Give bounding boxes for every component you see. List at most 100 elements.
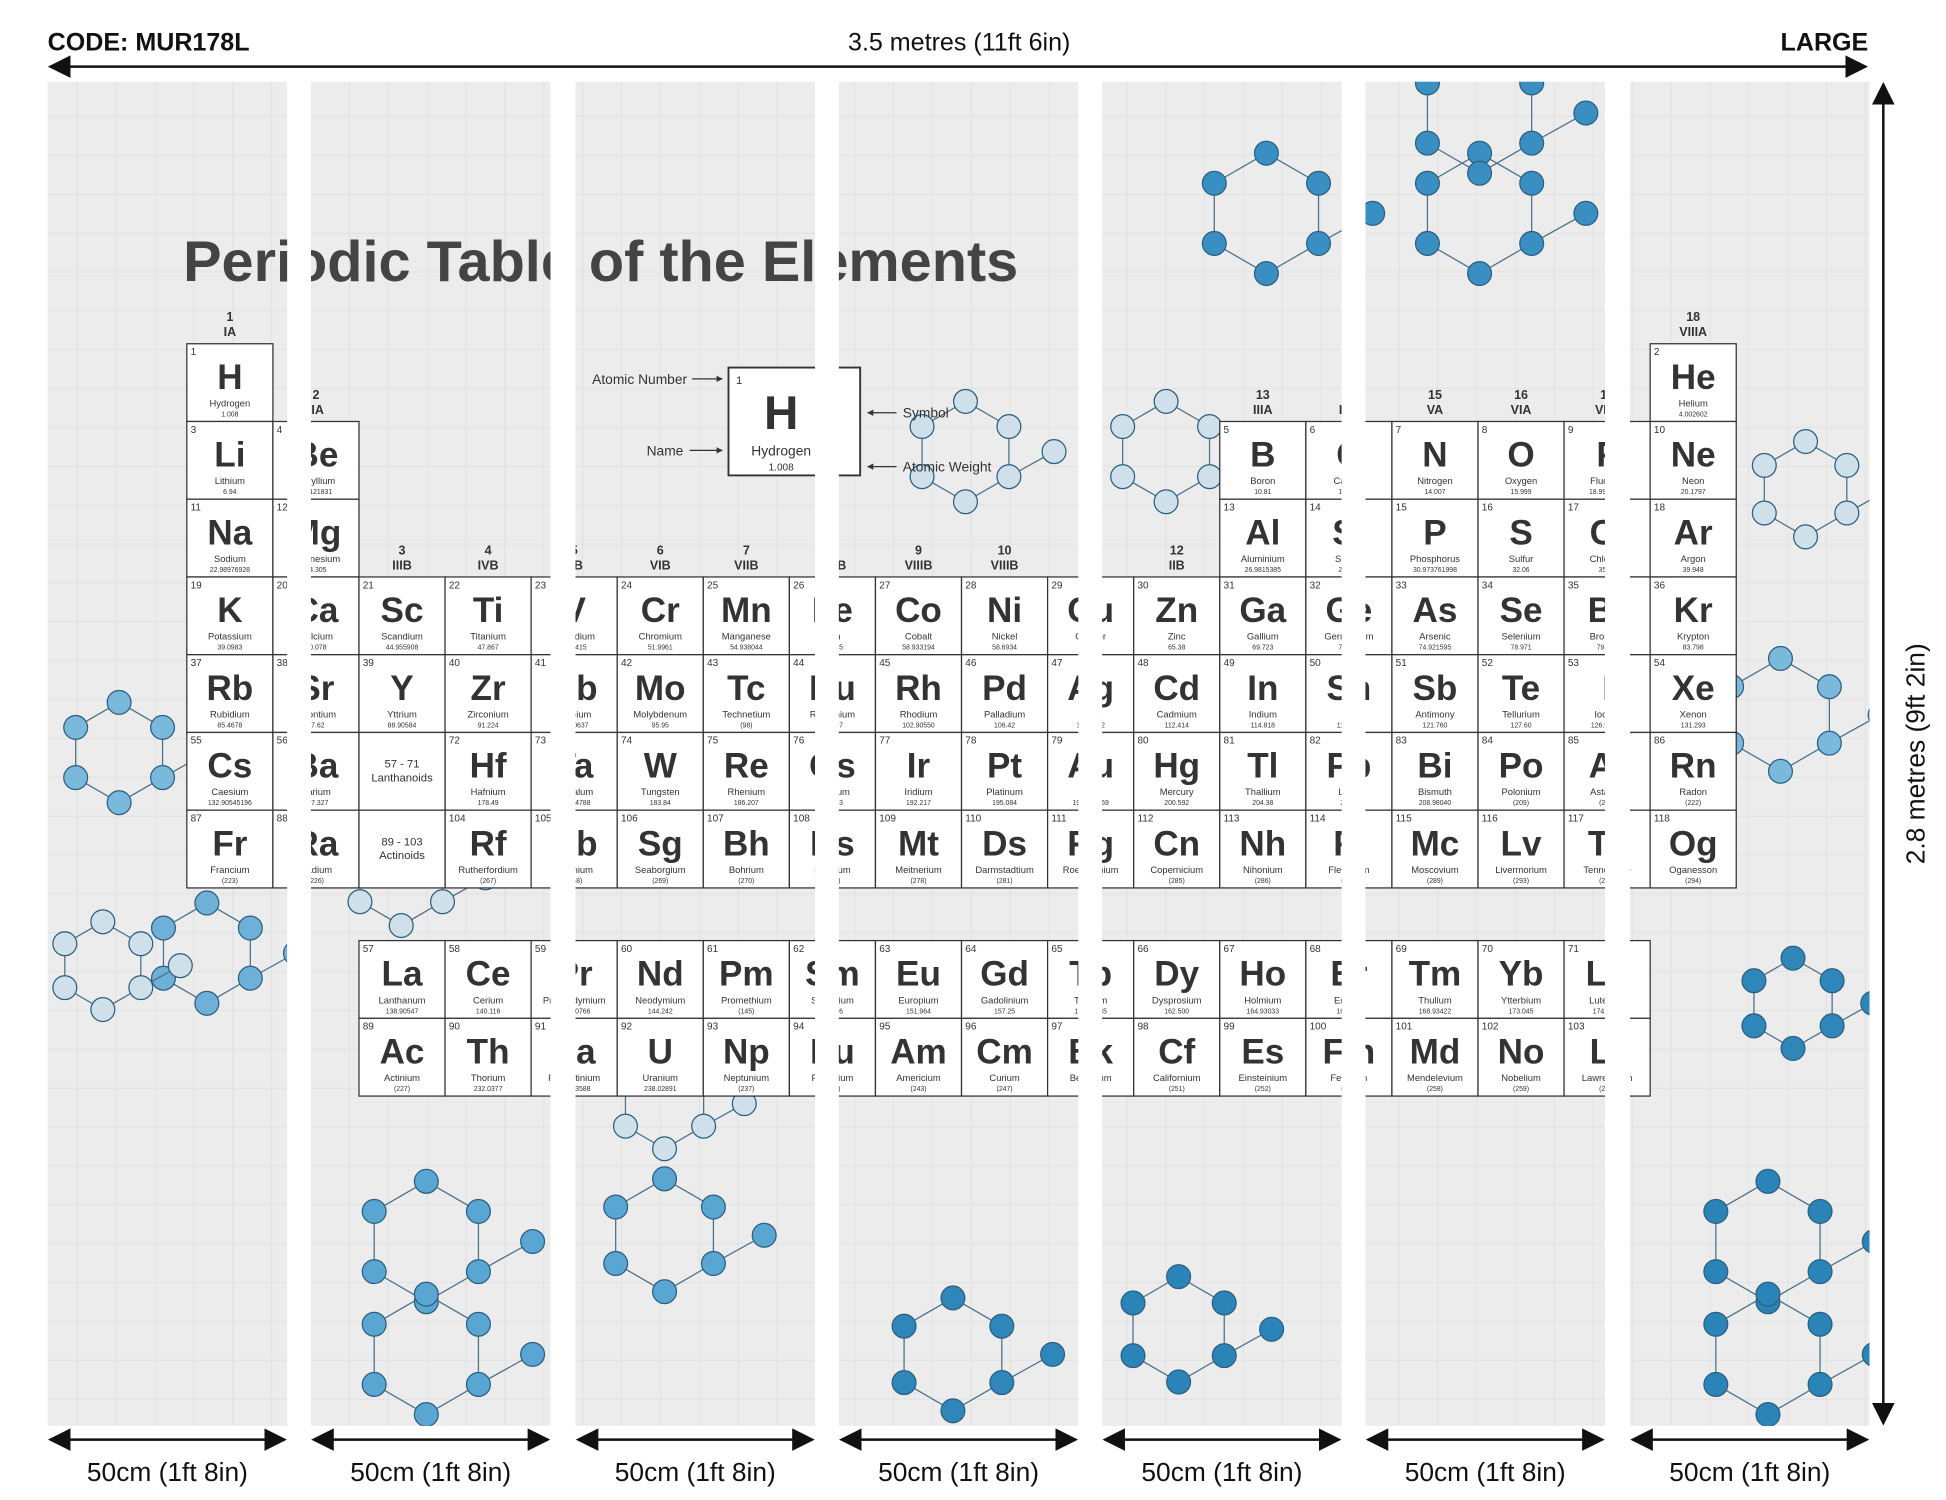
element-name: Dysprosium: [1152, 994, 1202, 1005]
atomic-number: 4: [277, 425, 283, 436]
element-cell: [702, 654, 790, 734]
panel-gap: [815, 75, 839, 1433]
element-cell: [1477, 576, 1565, 656]
group-number: 15: [1428, 388, 1442, 402]
group-number: 2: [312, 388, 319, 402]
element-symbol: Hf: [470, 747, 507, 786]
element-name: Lanthanum: [379, 994, 426, 1005]
atomic-number: 30: [1137, 580, 1149, 591]
atom: [52, 931, 78, 957]
atom: [361, 1198, 387, 1224]
atomic-weight: 186.207: [734, 800, 759, 807]
element-name: Neodymium: [635, 994, 685, 1005]
element-symbol: Cs: [207, 747, 252, 786]
atom: [1166, 1369, 1192, 1395]
group-number: 4: [485, 543, 492, 557]
atom: [520, 1228, 546, 1255]
atomic-weight: 121.760: [1423, 722, 1448, 729]
atomic-number: 57: [363, 944, 375, 955]
group-number: 18: [1686, 310, 1700, 324]
atomic-number: 35: [1568, 580, 1580, 591]
element-cell: [702, 576, 790, 656]
bond: [1427, 81, 1431, 84]
atomic-weight: 144.242: [648, 1008, 673, 1015]
element-symbol: Re: [724, 747, 769, 786]
atomic-number: 11: [191, 503, 202, 514]
placeholder-name: Lanthanoids: [371, 772, 433, 784]
element-name: Tellurium: [1502, 708, 1540, 719]
atomic-weight: 40.078: [305, 645, 326, 652]
panel-width: 50cm (1ft 8in): [1405, 1457, 1566, 1487]
atomic-weight: 85.4678: [217, 722, 242, 729]
atomic-weight: (145): [738, 1008, 754, 1015]
atomic-number: 69: [1396, 944, 1408, 955]
atomic-number: 68: [1310, 944, 1322, 955]
element-name: Francium: [210, 864, 249, 875]
element-name: Darmstadtium: [975, 864, 1034, 875]
atom: [361, 1259, 387, 1285]
element-symbol: Ac: [380, 1032, 425, 1071]
atomic-number: 96: [965, 1022, 977, 1033]
atomic-number: 21: [363, 580, 375, 591]
atom: [1807, 1371, 1833, 1397]
atomic-number: 63: [879, 944, 891, 955]
atomic-number: 46: [965, 658, 977, 669]
atomic-number: 32: [1310, 580, 1322, 591]
element-cell: [702, 1017, 790, 1097]
element-cell: [702, 809, 790, 889]
atom: [1467, 160, 1493, 186]
size-label: LARGE: [1781, 28, 1869, 56]
atomic-number: 118: [1654, 813, 1670, 824]
atomic-weight: 88.90584: [388, 722, 417, 729]
element-name: Phosphorus: [1410, 553, 1460, 564]
element-name: Palladium: [984, 708, 1025, 719]
atom: [1201, 170, 1227, 196]
element-cell: [186, 809, 274, 889]
element-symbol: U: [648, 1032, 673, 1071]
element-name: Mercury: [1160, 786, 1194, 797]
element-symbol: Th: [467, 1032, 510, 1071]
element-name: Rhodium: [900, 708, 938, 719]
atomic-weight: 87.62: [307, 722, 324, 729]
element-name: Indium: [1249, 708, 1277, 719]
atomic-weight: 232.0377: [474, 1086, 503, 1093]
element-cell: [960, 1017, 1049, 1097]
group-roman: VA: [1427, 403, 1443, 417]
atomic-number: 87: [191, 813, 203, 824]
element-cell: [1477, 498, 1565, 578]
element-symbol: Mt: [898, 824, 939, 863]
atomic-number: 51: [1396, 658, 1408, 669]
element-cell: [874, 1017, 963, 1097]
element-name: Promethium: [721, 994, 772, 1005]
atom: [1878, 477, 1902, 501]
element-symbol: Mo: [635, 669, 686, 708]
atom: [1120, 1343, 1146, 1369]
atomic-weight: (293): [1513, 878, 1529, 885]
atomic-number: 80: [1137, 736, 1149, 747]
atomic-weight: 24.305: [305, 567, 326, 574]
panel-width: 50cm (1ft 8in): [878, 1457, 1039, 1487]
element-cell: [1649, 654, 1737, 734]
panel-gap: [550, 75, 576, 1433]
atom: [1751, 452, 1777, 478]
atomic-number: 116: [1482, 813, 1498, 824]
element-name: Mendelevium: [1407, 1072, 1463, 1083]
atomic-number: 93: [707, 1022, 719, 1033]
atom: [1196, 413, 1223, 440]
atomic-weight: (269): [652, 878, 668, 885]
atom: [1468, 41, 1492, 65]
element-cell: [358, 1017, 446, 1097]
atomic-number: 95: [879, 1022, 891, 1033]
atom: [940, 1398, 966, 1424]
element-symbol: S: [1509, 513, 1532, 552]
element-cell: [1649, 420, 1737, 500]
atomic-weight: (247): [997, 1086, 1013, 1093]
atomic-number: 15: [1396, 503, 1408, 514]
element-symbol: Bh: [723, 824, 770, 863]
atom: [194, 990, 220, 1016]
atom: [465, 1198, 491, 1224]
atomic-number: 99: [1224, 1022, 1236, 1033]
element-symbol: Tm: [1409, 955, 1462, 994]
atomic-weight: 74.921595: [1419, 645, 1452, 652]
